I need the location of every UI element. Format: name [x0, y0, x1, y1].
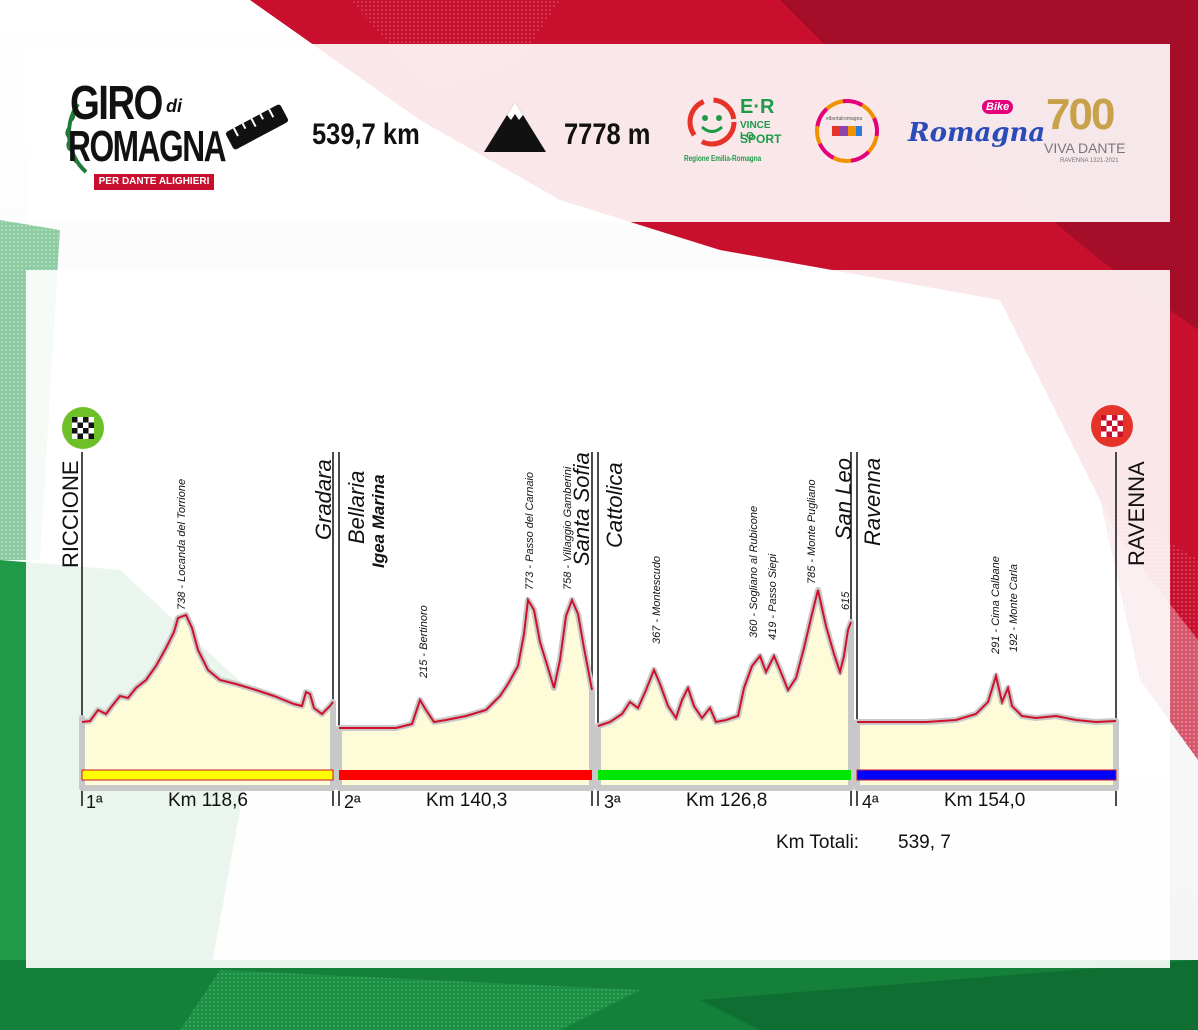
viva-dante-sub: RAVENNA 1321-2021 — [1060, 158, 1119, 164]
finish-label: RAVENNA — [1124, 461, 1149, 566]
start-label: RICCIONE — [58, 460, 83, 568]
viva-dante-logo: 700 VIVA DANTE RAVENNA 1321-2021 — [1038, 90, 1148, 174]
stage-number: 4ª — [862, 792, 879, 812]
er-main: E·R — [740, 96, 775, 118]
viva-dante-main: VIVA DANTE — [1044, 140, 1126, 156]
climb-label: 367 - Montescudo — [651, 555, 663, 644]
er-sub2: SPORT — [740, 132, 782, 146]
climb-label: 419 - Passo Siepi — [767, 553, 779, 640]
romagna-bike-logo: Romagna Bike — [906, 100, 1045, 160]
climb-label: 291 - Cima Calbane — [990, 556, 1002, 654]
er-sub1: VINCE LO — [740, 120, 771, 142]
climb-label: 360 - Sogliano al Rubicone — [748, 505, 760, 638]
giro-di-romagna-logo: GIRO di ROMAGNA PER DANTE ALIGHIERI — [56, 74, 227, 194]
stage-distance: Km 126,8 — [686, 790, 768, 811]
place-san-leo: San Leo — [831, 458, 856, 540]
laurel-icon — [65, 102, 88, 174]
header-panel: GIRO di ROMAGNA PER DANTE ALIGHIERI 539,… — [26, 44, 1170, 222]
logo-tagline: PER DANTE ALIGHIERI — [94, 174, 214, 190]
stage3-profile — [595, 587, 854, 791]
viva-dante-700: 700 — [1046, 90, 1115, 139]
stage-number: 1ª — [86, 792, 103, 812]
climb-label: 615 — [840, 591, 852, 610]
er-vince-lo-sport-logo: E·R VINCE LO SPORT Regione Emilia-Romagn… — [684, 94, 784, 166]
smile-icon — [687, 97, 737, 147]
profile-panel: RICCIONE RAVENNA Gradara Bellaria Igea M… — [26, 270, 1170, 968]
stage2-profile — [336, 597, 595, 791]
checkered-flag-icon — [62, 407, 104, 449]
logo-line2: ROMAGNA — [68, 122, 227, 171]
total-value: 539, 7 — [898, 832, 951, 853]
climb-label: 758 - Villaggio Gamberini — [562, 466, 574, 590]
ruler-icon — [225, 104, 289, 150]
climb-label: 773 - Passo del Carnaio — [524, 471, 536, 590]
checkered-flag-icon — [1091, 405, 1133, 447]
total-label: Km Totali: — [776, 832, 860, 853]
place-gradara: Gradara — [311, 459, 336, 540]
emilia-romagna-logo: elbortalromagna — [812, 96, 882, 166]
elevation-profile — [62, 405, 1133, 806]
place-bellaria: Bellaria — [344, 470, 369, 544]
elevation-value: 7778 m — [564, 118, 651, 151]
logo-line1: GIRO — [70, 77, 163, 130]
er-logo-text: elbortalromagna — [826, 116, 863, 122]
romagna-text: Romagna — [908, 118, 1046, 148]
stage-distance: Km 118,6 — [168, 790, 248, 811]
distance-value: 539,7 km — [312, 118, 420, 151]
mountain-icon — [484, 102, 546, 152]
climb-label: 215 - Bertinoro — [418, 605, 430, 678]
place-ravenna: Ravenna — [860, 457, 885, 546]
climb-label: 785 - Monte Pugliano — [806, 479, 818, 584]
stage3-bar — [598, 770, 851, 780]
climb-label: 738 - Locanda del Torrione — [176, 478, 188, 610]
ring-logo-icon — [815, 99, 879, 163]
stage1-profile — [79, 612, 336, 791]
stage2-bar — [339, 770, 592, 780]
stage-number: 2ª — [344, 792, 361, 812]
place-igea-marina: Igea Marina — [369, 474, 388, 568]
bike-badge: Bike — [982, 100, 1014, 114]
stage-number: 3ª — [604, 792, 621, 812]
er-foot: Regione Emilia-Romagna — [684, 154, 762, 163]
stage-distance: Km 154,0 — [944, 790, 1026, 811]
climb-label: 192 - Monte Carla — [1008, 563, 1020, 652]
stage-distance: Km 140,3 — [426, 790, 508, 811]
logo-line1-small: di — [166, 96, 182, 116]
stage4-bar — [856, 769, 1117, 781]
stage1-bar — [81, 769, 334, 781]
place-cattolica: Cattolica — [602, 462, 627, 548]
